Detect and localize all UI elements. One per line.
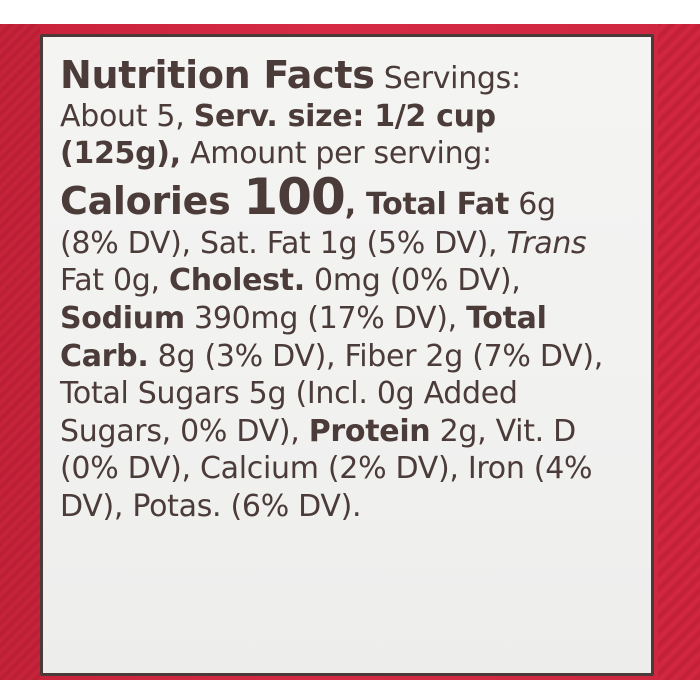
- nf-line-4: Calories 100, Total Fat 6g: [60, 172, 640, 229]
- amount-per-serving: Amount per serving:: [180, 136, 492, 172]
- total-fat-label: , Total Fat: [344, 186, 510, 222]
- nf-line-1: Nutrition Facts Servings:: [60, 56, 640, 98]
- nf-line-11: (0% DV), Calcium (2% DV), Iron (4%: [60, 450, 640, 488]
- nf-line-7: Sodium 390mg (17% DV), Total: [60, 300, 640, 338]
- nf-line-3: (125g), Amount per serving:: [60, 135, 640, 173]
- serving-size: Serv. size: 1/2 cup: [193, 98, 496, 134]
- nutrition-facts-text: Nutrition Facts Servings: About 5, Serv.…: [60, 56, 640, 526]
- package-side-right: [658, 24, 700, 680]
- nutrition-facts-panel: Nutrition Facts Servings: About 5, Serv.…: [40, 34, 654, 676]
- cholesterol-value: 0mg (0% DV),: [304, 263, 521, 299]
- total-fat-value: 6g: [509, 186, 556, 222]
- vitd-calcium-iron-text: (0% DV), Calcium (2% DV), Iron (4%: [60, 451, 593, 487]
- calories-value: 100: [243, 167, 345, 226]
- servings-value: About 5,: [60, 98, 194, 134]
- total-sugars-text: Total Sugars 5g (Incl. 0g Added: [60, 376, 518, 412]
- nf-line-5: (8% DV), Sat. Fat 1g (5% DV), Trans: [60, 225, 640, 263]
- serving-size-grams: (125g),: [60, 136, 181, 172]
- nutrition-facts-title: Nutrition Facts: [60, 53, 375, 97]
- nf-line-6: Fat 0g, Cholest. 0mg (0% DV),: [60, 262, 640, 300]
- nf-line-12: DV), Potas. (6% DV).: [60, 488, 640, 526]
- protein-vitd-text: 2g, Vit. D: [430, 413, 577, 449]
- servings-label: Servings:: [374, 61, 521, 96]
- calories-label: Calories: [60, 178, 244, 223]
- iron-potassium-text: DV), Potas. (6% DV).: [60, 488, 362, 524]
- nf-line-9: Total Sugars 5g (Incl. 0g Added: [60, 375, 640, 413]
- sat-fat-text: (8% DV), Sat. Fat 1g (5% DV),: [60, 225, 507, 261]
- package-side-left: [0, 24, 40, 680]
- total-carb-label-part2: Carb.: [60, 338, 149, 374]
- nf-line-2: About 5, Serv. size: 1/2 cup: [60, 98, 640, 136]
- protein-label: Protein: [308, 413, 431, 449]
- nf-line-10: Sugars, 0% DV), Protein 2g, Vit. D: [60, 413, 640, 451]
- sodium-value: 390mg (17% DV),: [184, 300, 467, 336]
- added-sugars-text: Sugars, 0% DV),: [60, 413, 309, 449]
- cholesterol-label: Cholest.: [169, 263, 305, 299]
- sodium-label: Sodium: [60, 300, 185, 336]
- trans-label: Trans: [506, 225, 587, 261]
- trans-fat-value: Fat 0g,: [60, 263, 169, 299]
- nf-line-8: Carb. 8g (3% DV), Fiber 2g (7% DV),: [60, 338, 640, 376]
- total-carb-label-part1: Total: [466, 300, 547, 336]
- carb-fiber-values: 8g (3% DV), Fiber 2g (7% DV),: [148, 338, 604, 374]
